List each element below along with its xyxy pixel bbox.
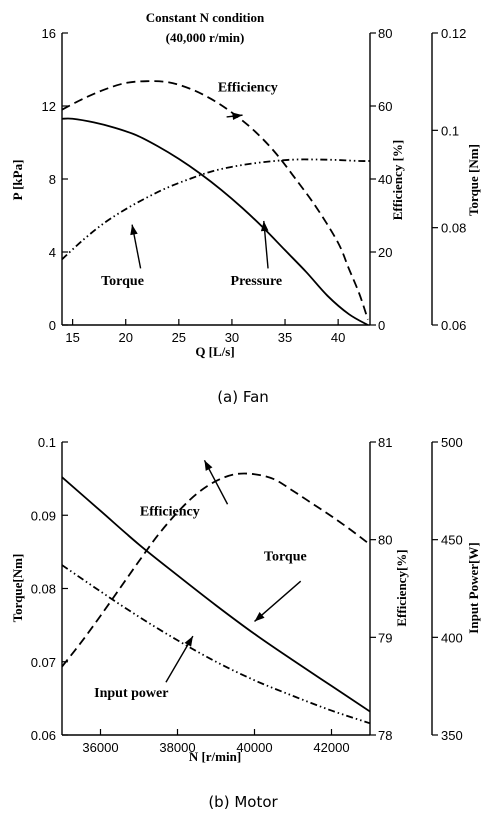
chart-title-line: (40,000 r/min) xyxy=(166,30,245,45)
annotation-arrow xyxy=(254,580,302,622)
right-tick-label: 79 xyxy=(378,630,392,645)
x-tick-label: 25 xyxy=(172,330,186,345)
left-tick-label: 0.06 xyxy=(31,728,56,743)
annotation-arrowhead xyxy=(254,612,265,622)
x-axis-label: N [r/min] xyxy=(189,749,241,764)
annotation-arrowhead xyxy=(130,224,138,236)
annotation-arrowhead xyxy=(260,220,269,232)
right-axis-label: Efficiency[%] xyxy=(394,549,409,626)
panel-caption: (a) Fan xyxy=(217,388,269,406)
annotation-arrowhead xyxy=(204,460,213,471)
left-tick-label: 0 xyxy=(49,318,56,333)
third-tick-label: 0.08 xyxy=(441,221,466,236)
left-tick-label: 8 xyxy=(49,172,56,187)
annotation-label: Torque xyxy=(264,550,307,565)
left-tick-label: 0.08 xyxy=(31,582,56,597)
left-tick-label: 4 xyxy=(49,245,56,260)
right-tick-label: 0 xyxy=(378,318,385,333)
left-axis-label: P [kPa] xyxy=(10,160,25,201)
third-axis-label: Input Power[W] xyxy=(466,542,481,633)
third-tick-label: 500 xyxy=(441,435,463,450)
right-tick-label: 80 xyxy=(378,533,392,548)
annotation-label: Torque xyxy=(101,274,144,289)
left-tick-label: 0.1 xyxy=(38,435,56,450)
right-tick-label: 81 xyxy=(378,435,392,450)
left-tick-label: 0.07 xyxy=(31,655,56,670)
x-tick-label: 42000 xyxy=(313,740,349,755)
x-tick-label: 40 xyxy=(331,330,345,345)
chart-title-line: Constant N condition xyxy=(146,10,265,25)
left-tick-label: 16 xyxy=(42,26,56,41)
x-tick-label: 36000 xyxy=(82,740,118,755)
series-line-efficiency xyxy=(62,80,369,320)
left-axis-label: Torque[Nm] xyxy=(10,554,25,623)
annotation-label: Input power xyxy=(94,686,168,701)
x-tick-label: 30 xyxy=(225,330,239,345)
annotation-arrowhead xyxy=(232,112,243,121)
x-axis-label: Q [L/s] xyxy=(195,344,234,359)
x-tick-label: 35 xyxy=(278,330,292,345)
chart-panel-motor: 36000 38000 40000 42000 0.06 0.07 0.08 0.09 0.1 7… xyxy=(10,435,481,811)
series-line-pressure xyxy=(62,117,369,325)
annotation-arrowhead xyxy=(184,636,193,647)
right-tick-label: 80 xyxy=(378,26,392,41)
third-tick-label: 450 xyxy=(441,533,463,548)
series-line-efficiency xyxy=(62,472,370,668)
left-tick-label: 0.09 xyxy=(31,508,56,523)
series-line-torque xyxy=(62,158,370,260)
annotation-label: Efficiency xyxy=(140,504,200,519)
right-axis-label: Efficiency [%] xyxy=(390,140,405,221)
third-axis-label: Torque [Nm] xyxy=(466,144,481,216)
x-tick-label: 15 xyxy=(65,330,79,345)
panel-caption: (b) Motor xyxy=(208,793,278,811)
third-tick-label: 0.06 xyxy=(441,318,466,333)
third-tick-label: 0.1 xyxy=(441,123,459,138)
third-tick-label: 400 xyxy=(441,630,463,645)
third-tick-label: 0.12 xyxy=(441,26,466,41)
x-tick-label: 40000 xyxy=(236,740,272,755)
right-tick-label: 20 xyxy=(378,245,392,260)
left-tick-label: 12 xyxy=(42,99,56,114)
annotation-label: Pressure xyxy=(231,274,283,289)
series-line-input-power xyxy=(62,564,370,725)
right-tick-label: 40 xyxy=(378,172,392,187)
annotation-label: Efficiency xyxy=(218,80,278,95)
chart-panel-fan: 15 20 25 30 35 40 0 4 8 12 16 0 20 40 60 80 0.06 0.08 0.1 0… xyxy=(10,10,481,406)
series-line-torque xyxy=(62,476,370,713)
right-tick-label: 60 xyxy=(378,99,392,114)
x-tick-label: 20 xyxy=(118,330,132,345)
third-tick-label: 350 xyxy=(441,728,463,743)
x-tick-label: 38000 xyxy=(159,740,195,755)
right-tick-label: 78 xyxy=(378,728,392,743)
